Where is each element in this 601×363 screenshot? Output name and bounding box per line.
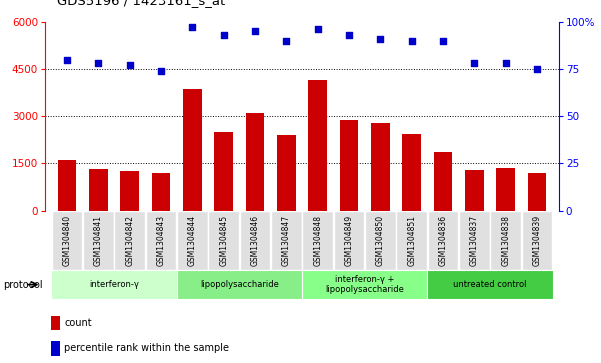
Point — [376, 36, 385, 42]
Text: GSM1304842: GSM1304842 — [125, 215, 134, 266]
Bar — [151, 173, 171, 211]
FancyBboxPatch shape — [240, 211, 270, 270]
Text: GSM1304848: GSM1304848 — [313, 215, 322, 266]
Bar — [528, 173, 546, 211]
Text: GSM1304843: GSM1304843 — [156, 215, 165, 266]
Text: interferon-γ: interferon-γ — [89, 280, 139, 289]
Text: percentile rank within the sample: percentile rank within the sample — [64, 343, 230, 354]
Text: GSM1304836: GSM1304836 — [439, 215, 448, 266]
FancyBboxPatch shape — [302, 211, 333, 270]
Bar — [371, 123, 389, 211]
Bar — [427, 270, 553, 299]
FancyBboxPatch shape — [271, 211, 302, 270]
Point — [438, 38, 448, 44]
Bar — [277, 135, 296, 211]
Bar — [246, 113, 264, 211]
Bar — [120, 171, 139, 211]
FancyBboxPatch shape — [177, 211, 208, 270]
FancyBboxPatch shape — [365, 211, 395, 270]
Bar — [51, 270, 177, 299]
Point — [250, 28, 260, 34]
Text: interferon-γ +
lipopolysaccharide: interferon-γ + lipopolysaccharide — [325, 275, 404, 294]
Text: GSM1304849: GSM1304849 — [344, 215, 353, 266]
Point — [94, 60, 103, 66]
FancyBboxPatch shape — [334, 211, 364, 270]
Bar — [402, 134, 421, 211]
Bar — [308, 80, 327, 211]
FancyBboxPatch shape — [52, 211, 82, 270]
Text: GSM1304851: GSM1304851 — [407, 215, 416, 266]
Bar — [340, 120, 358, 211]
Point — [62, 57, 72, 62]
Bar — [89, 169, 108, 211]
Bar — [433, 152, 453, 211]
Text: GSM1304847: GSM1304847 — [282, 215, 291, 266]
Text: GSM1304846: GSM1304846 — [251, 215, 260, 266]
Bar — [215, 132, 233, 211]
FancyBboxPatch shape — [145, 211, 176, 270]
Bar — [58, 160, 76, 211]
Point — [313, 26, 323, 32]
Text: GSM1304839: GSM1304839 — [532, 215, 542, 266]
Text: GSM1304837: GSM1304837 — [470, 215, 479, 266]
FancyBboxPatch shape — [459, 211, 490, 270]
Bar — [496, 168, 515, 211]
Text: GSM1304845: GSM1304845 — [219, 215, 228, 266]
Point — [156, 68, 166, 74]
Bar — [465, 170, 484, 211]
Point — [188, 25, 197, 30]
Text: GSM1304840: GSM1304840 — [63, 215, 72, 266]
Bar — [177, 270, 302, 299]
FancyBboxPatch shape — [522, 211, 552, 270]
FancyBboxPatch shape — [209, 211, 239, 270]
Text: GSM1304841: GSM1304841 — [94, 215, 103, 266]
Point — [344, 32, 354, 38]
Point — [281, 38, 291, 44]
Text: count: count — [64, 318, 92, 328]
Point — [219, 32, 228, 38]
Bar — [183, 89, 202, 211]
Point — [125, 62, 135, 68]
Point — [407, 38, 416, 44]
Point — [501, 60, 510, 66]
FancyBboxPatch shape — [428, 211, 459, 270]
Text: GSM1304850: GSM1304850 — [376, 215, 385, 266]
Text: GSM1304838: GSM1304838 — [501, 215, 510, 266]
Text: protocol: protocol — [3, 280, 43, 290]
FancyBboxPatch shape — [490, 211, 521, 270]
Text: GSM1304844: GSM1304844 — [188, 215, 197, 266]
FancyBboxPatch shape — [114, 211, 145, 270]
Text: lipopolysaccharide: lipopolysaccharide — [200, 280, 279, 289]
FancyBboxPatch shape — [396, 211, 427, 270]
Point — [469, 60, 479, 66]
Point — [532, 66, 542, 72]
Bar — [302, 270, 427, 299]
Text: GDS5196 / 1423161_s_at: GDS5196 / 1423161_s_at — [57, 0, 225, 7]
FancyBboxPatch shape — [83, 211, 114, 270]
Text: untreated control: untreated control — [453, 280, 526, 289]
